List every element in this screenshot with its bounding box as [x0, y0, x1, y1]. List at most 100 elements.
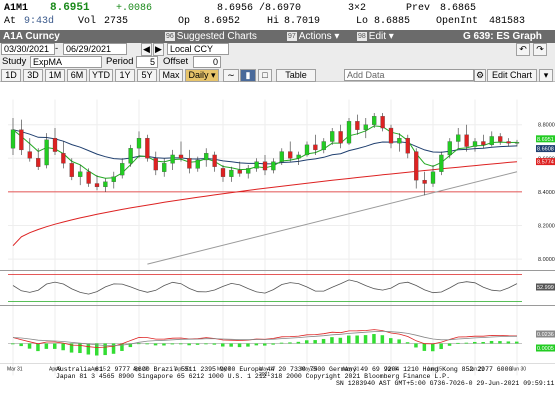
y-tick-label: 8.2000	[538, 224, 555, 230]
x-tick-label: Jun 22	[469, 367, 484, 373]
date-separator: -	[55, 43, 59, 54]
macd-label-box	[536, 330, 555, 338]
x-tick-label: Apr 8	[49, 367, 61, 373]
footer-line-2: Japan 81 3 4565 8900 Singapore 65 6212 1…	[56, 373, 450, 380]
ticker: A1M1	[4, 3, 29, 14]
x-tick-label: May 31	[343, 367, 360, 373]
chart-menu-button[interactable]: ▾	[539, 69, 553, 82]
x-tick-label: Mar 31	[7, 367, 23, 373]
candle-body	[338, 131, 343, 144]
range-button-3d[interactable]: 3D	[23, 69, 43, 82]
actions-menu[interactable]: 97 Actions ▾	[284, 30, 342, 43]
range-button-1y[interactable]: 1Y	[115, 69, 135, 82]
macd-signal-line	[12, 330, 518, 347]
back-arrow-button[interactable]: ◀	[141, 43, 152, 56]
price-label-box	[536, 135, 555, 143]
macd-histogram-bar	[380, 335, 385, 344]
candle-chart-button[interactable]: ▮	[240, 69, 256, 82]
macd-histogram-bar	[313, 340, 317, 344]
candle-body	[405, 137, 410, 154]
study-select[interactable]: ExpMA	[30, 56, 102, 68]
frequency-select[interactable]: Daily ▾	[185, 69, 219, 82]
prev-label: Prev	[406, 3, 431, 14]
candle-body	[296, 154, 301, 159]
range-button-max[interactable]: Max	[159, 69, 183, 82]
range-button-1d[interactable]: 1D	[1, 69, 21, 82]
macd-histogram-bar	[86, 343, 91, 355]
range-button-1m[interactable]: 1M	[45, 69, 65, 82]
settings-button[interactable]: ⚙	[474, 69, 486, 82]
undo-button[interactable]: ↶	[516, 43, 530, 56]
offset-field[interactable]: 0	[193, 56, 221, 68]
macd-histogram-bar	[489, 340, 494, 344]
macd-histogram-bar	[405, 342, 410, 344]
candle-body	[111, 176, 116, 182]
suggested-charts-button[interactable]: 96 Suggested Charts	[162, 30, 260, 43]
edit-chart-button[interactable]: Edit Chart	[487, 69, 537, 82]
macd-histogram-bar	[330, 337, 334, 344]
open-value: 8.6952	[204, 16, 241, 27]
macd-histogram-bar	[464, 342, 469, 344]
bid-ask-size: 3×2	[348, 3, 367, 14]
candle-body	[388, 127, 394, 144]
range-button-6m[interactable]: 6M	[67, 69, 87, 82]
actions-number: 97	[287, 32, 297, 41]
price-chart[interactable]: 8.80008.60008.40008.20008.00008.69518.66…	[0, 81, 555, 390]
candle-body	[456, 134, 461, 142]
oscillator-panel: 52.999	[8, 274, 555, 302]
prev-value: 8.6865	[440, 3, 477, 14]
oscillator-label-text: 52.999	[537, 285, 554, 291]
line-chart-button[interactable]: ∼	[223, 69, 239, 82]
candle-body	[19, 129, 24, 151]
macd-histogram-bar	[347, 335, 351, 344]
offset-label: Offset	[163, 56, 189, 67]
x-tick-label: May 17	[259, 367, 276, 373]
undo-icon: ↶	[519, 44, 527, 54]
forward-arrow-icon: ▶	[155, 44, 162, 54]
range-button-5y[interactable]: 5Y	[137, 69, 157, 82]
add-data-input[interactable]: Add Data	[344, 69, 474, 81]
macd-histogram-bar	[145, 343, 149, 345]
redo-button[interactable]: ↷	[533, 43, 547, 56]
candle-body	[136, 137, 142, 149]
period-field[interactable]: 5	[136, 56, 158, 68]
x-tick-label: Apr 15	[91, 367, 106, 373]
macd-histogram-bar	[195, 343, 200, 345]
macd-histogram-bar	[279, 342, 284, 344]
openint-label: OpenInt	[436, 16, 479, 27]
edit-menu[interactable]: 98 Edit ▾	[354, 30, 397, 43]
forward-arrow-button[interactable]: ▶	[153, 43, 164, 56]
function-name: G 639: ES Graph	[463, 31, 542, 42]
macd-histogram-bar	[288, 342, 292, 344]
candle-body	[355, 121, 360, 130]
macd-histogram-bar	[128, 343, 133, 348]
macd-histogram-bar	[271, 343, 275, 345]
x-tick-label: May 7	[217, 367, 231, 373]
macd-histogram-bar	[254, 343, 259, 346]
candle-body	[44, 139, 49, 166]
macd-histogram-bar	[221, 343, 225, 347]
chart-background	[0, 93, 555, 378]
macd-histogram-bar	[111, 343, 116, 354]
x-tick-label: Jun 15	[427, 367, 442, 373]
macd-histogram-bar	[422, 343, 427, 351]
currency-select[interactable]: Local CCY	[167, 43, 229, 55]
candle-body	[246, 168, 251, 174]
end-date-field[interactable]: 06/29/2021	[63, 43, 127, 55]
footer-line-1: Australia 61 2 9777 8600 Brazil 5511 239…	[56, 366, 513, 373]
macd-histogram-bar	[263, 343, 267, 346]
macd-panel: 0.0236 0.0005	[8, 329, 555, 356]
time-label: At	[4, 16, 17, 27]
macd-histogram-bar	[389, 338, 393, 344]
macd-histogram-bar	[498, 341, 502, 344]
price-label-box	[536, 145, 555, 153]
candle-body	[212, 154, 217, 167]
zoom-button[interactable]: □	[258, 69, 272, 82]
candle-body	[430, 171, 436, 184]
actions-label: Actions ▾	[298, 31, 340, 42]
table-button[interactable]: Table	[276, 69, 316, 82]
candle-body	[204, 153, 209, 161]
start-date-field[interactable]: 03/30/2021	[1, 43, 55, 55]
macd-histogram-bar	[162, 343, 166, 346]
range-button-ytd[interactable]: YTD	[89, 69, 113, 82]
